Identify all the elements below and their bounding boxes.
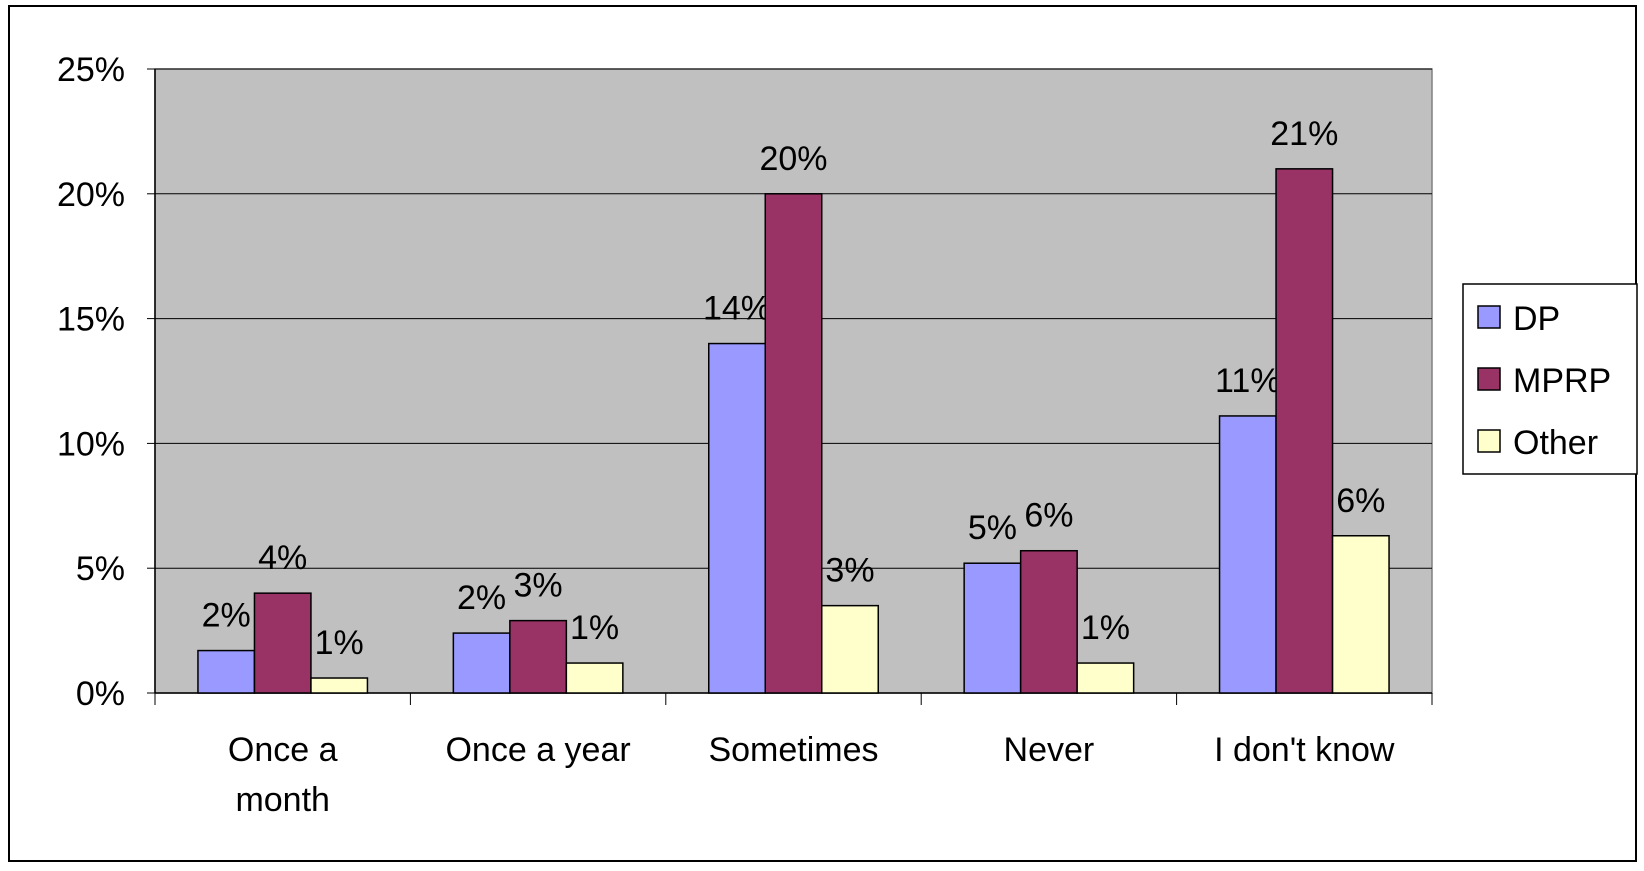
bar-other-1 (565, 662, 624, 694)
x-tick-label-line: month (235, 781, 330, 819)
bar-dp-3 (963, 562, 1022, 694)
bar-mprp-3 (1019, 549, 1078, 694)
data-label: 2% (202, 597, 251, 635)
bar-mprp-2 (764, 193, 823, 694)
bar-other-3 (1076, 662, 1135, 694)
legend-swatch-mprp (1477, 367, 1501, 391)
x-tick-label: Once a month (228, 731, 338, 819)
data-label: 5% (968, 509, 1017, 547)
bar-mprp-0 (253, 592, 312, 694)
legend-swatch-dp (1477, 305, 1501, 329)
x-tick-label: I don't know (1214, 731, 1395, 769)
y-tick-label: 25% (57, 51, 125, 89)
y-tick-label: 15% (57, 301, 125, 339)
data-label: 11% (1215, 362, 1281, 400)
data-label: 3% (825, 552, 874, 590)
data-label: 3% (514, 567, 563, 605)
legend-label: MPRP (1513, 362, 1611, 400)
data-label: 6% (1024, 497, 1073, 535)
data-label: 1% (1081, 609, 1130, 647)
data-label: 6% (1336, 482, 1385, 520)
x-tick-label-line: Once a year (445, 731, 630, 769)
bar-dp-1 (452, 632, 511, 694)
data-label: 1% (570, 609, 619, 647)
bar-other-0 (310, 677, 369, 694)
data-label: 20% (759, 140, 827, 178)
x-tick-label-line: I don't know (1214, 731, 1395, 769)
bar-mprp-1 (509, 619, 568, 694)
x-tick-label-line: Never (1004, 731, 1095, 769)
data-label: 4% (258, 539, 307, 577)
bar-dp-2 (708, 342, 766, 694)
data-label: 1% (315, 624, 364, 662)
bar-mprp-4 (1275, 168, 1334, 694)
data-label: 14% (703, 290, 771, 328)
legend-swatch-other (1477, 429, 1501, 453)
legend: DP MPRP Other (1462, 283, 1638, 475)
legend-label: DP (1513, 300, 1560, 338)
bar-other-4 (1331, 535, 1390, 694)
y-tick-label: 5% (76, 550, 125, 588)
legend-label: Other (1513, 424, 1598, 462)
x-tick-label: Never (1004, 731, 1095, 769)
y-tick-label: 0% (76, 675, 125, 713)
bar-dp-0 (197, 649, 256, 694)
y-tick-label: 20% (57, 176, 125, 214)
bar-dp-4 (1218, 415, 1277, 694)
x-tick-label: Once a year (445, 731, 630, 769)
x-tick-label: Sometimes (708, 731, 878, 769)
data-label: 21% (1270, 115, 1338, 153)
y-tick-label: 10% (57, 425, 125, 463)
x-tick-label-line: Once a (228, 731, 338, 769)
x-tick-label-line: Sometimes (708, 731, 878, 769)
bar-other-2 (821, 604, 879, 694)
data-label: 2% (457, 579, 506, 617)
